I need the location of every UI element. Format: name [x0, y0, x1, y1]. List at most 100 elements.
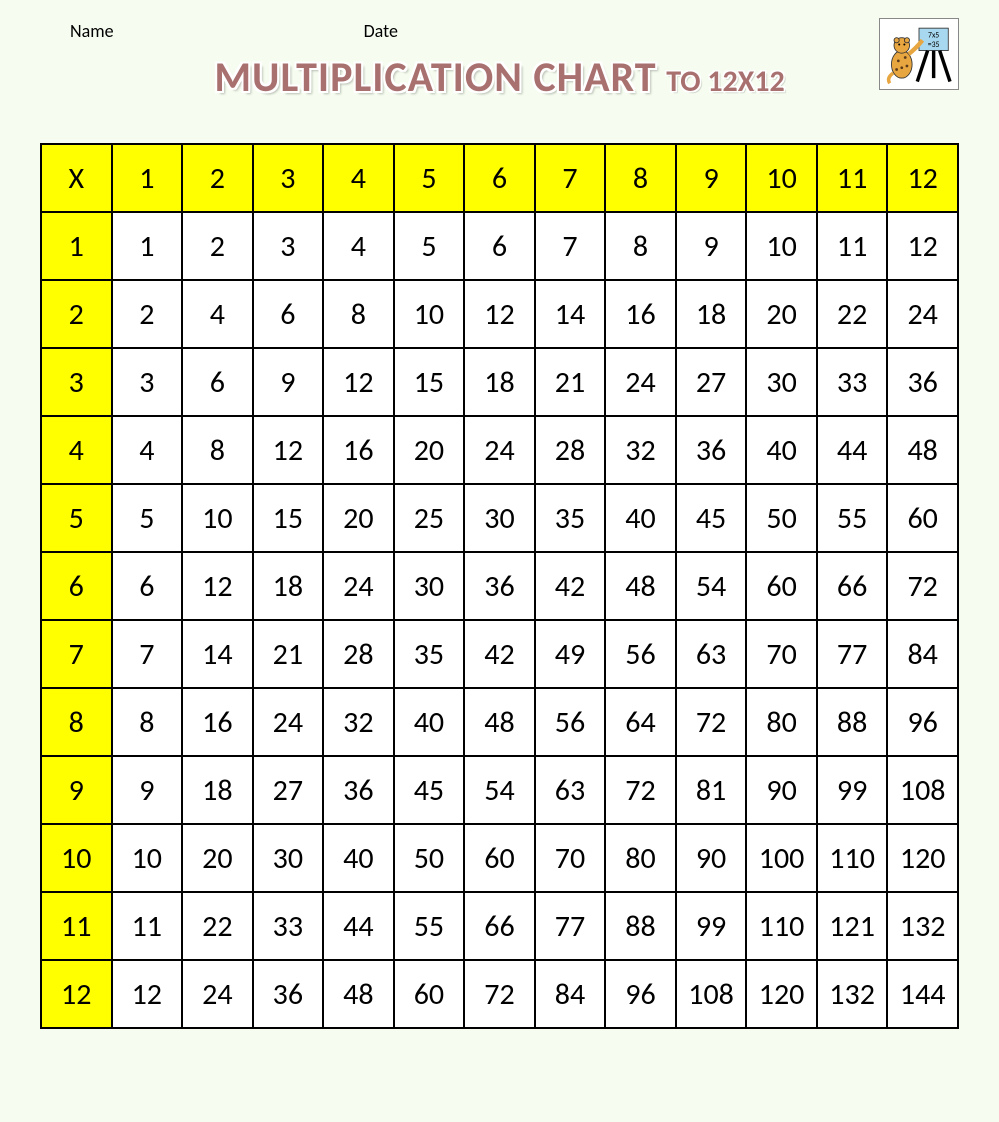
table-cell: 84 — [887, 620, 958, 688]
table-cell: 90 — [676, 824, 747, 892]
table-cell: 18 — [253, 552, 324, 620]
table-cell: 35 — [394, 620, 465, 688]
table-cell: 8 — [182, 416, 253, 484]
table-cell: 16 — [182, 688, 253, 756]
table-cell: 7 — [112, 620, 183, 688]
worksheet-page: Name Date 7x5 =35 — [0, 0, 999, 1069]
table-cell: 25 — [394, 484, 465, 552]
table-cell: 3 — [253, 212, 324, 280]
table-cell: 36 — [253, 960, 324, 1028]
table-cell: 88 — [817, 688, 888, 756]
table-cell: 70 — [535, 824, 606, 892]
table-cell: 96 — [887, 688, 958, 756]
row-header: 6 — [41, 552, 112, 620]
table-cell: 9 — [112, 756, 183, 824]
table-cell: 72 — [605, 756, 676, 824]
table-cell: 12 — [112, 960, 183, 1028]
table-cell: 8 — [605, 212, 676, 280]
table-cell: 12 — [464, 280, 535, 348]
table-cell: 20 — [394, 416, 465, 484]
table-cell: 100 — [746, 824, 817, 892]
date-label: Date — [364, 20, 398, 42]
col-header: 1 — [112, 144, 183, 212]
table-cell: 77 — [535, 892, 606, 960]
table-cell: 60 — [394, 960, 465, 1028]
col-header: 9 — [676, 144, 747, 212]
table-cell: 27 — [253, 756, 324, 824]
table-cell: 24 — [605, 348, 676, 416]
table-corner-cell: X — [41, 144, 112, 212]
table-cell: 64 — [605, 688, 676, 756]
row-header: 5 — [41, 484, 112, 552]
title-main-text: MULTIPLICATION CHART — [214, 52, 656, 103]
table-cell: 132 — [887, 892, 958, 960]
table-cell: 33 — [253, 892, 324, 960]
table-cell: 48 — [323, 960, 394, 1028]
table-cell: 2 — [182, 212, 253, 280]
table-cell: 12 — [182, 552, 253, 620]
table-cell: 44 — [817, 416, 888, 484]
row-header: 12 — [41, 960, 112, 1028]
name-label: Name — [70, 20, 114, 42]
table-cell: 4 — [182, 280, 253, 348]
table-cell: 42 — [535, 552, 606, 620]
table-cell: 10 — [112, 824, 183, 892]
table-cell: 88 — [605, 892, 676, 960]
table-cell: 16 — [605, 280, 676, 348]
table-cell: 7 — [535, 212, 606, 280]
table-cell: 30 — [253, 824, 324, 892]
table-cell: 28 — [535, 416, 606, 484]
table-cell: 72 — [464, 960, 535, 1028]
table-cell: 20 — [323, 484, 394, 552]
table-cell: 16 — [323, 416, 394, 484]
table-cell: 6 — [182, 348, 253, 416]
table-cell: 24 — [182, 960, 253, 1028]
table-cell: 14 — [535, 280, 606, 348]
table-cell: 15 — [394, 348, 465, 416]
table-cell: 1 — [112, 212, 183, 280]
table-cell: 11 — [817, 212, 888, 280]
table-cell: 48 — [887, 416, 958, 484]
table-cell: 40 — [605, 484, 676, 552]
table-cell: 40 — [746, 416, 817, 484]
table-cell: 36 — [887, 348, 958, 416]
row-header: 1 — [41, 212, 112, 280]
table-cell: 5 — [112, 484, 183, 552]
table-cell: 24 — [887, 280, 958, 348]
col-header: 7 — [535, 144, 606, 212]
table-cell: 54 — [464, 756, 535, 824]
col-header: 5 — [394, 144, 465, 212]
table-cell: 44 — [323, 892, 394, 960]
table-cell: 21 — [535, 348, 606, 416]
table-cell: 6 — [464, 212, 535, 280]
table-cell: 55 — [394, 892, 465, 960]
title-sub-text: TO 12X12 — [666, 63, 784, 100]
table-cell: 121 — [817, 892, 888, 960]
table-cell: 72 — [887, 552, 958, 620]
table-cell: 30 — [394, 552, 465, 620]
col-header: 6 — [464, 144, 535, 212]
col-header: 8 — [605, 144, 676, 212]
table-cell: 60 — [746, 552, 817, 620]
table-cell: 27 — [676, 348, 747, 416]
row-header: 3 — [41, 348, 112, 416]
table-cell: 4 — [112, 416, 183, 484]
table-cell: 35 — [535, 484, 606, 552]
table-cell: 45 — [394, 756, 465, 824]
table-cell: 48 — [605, 552, 676, 620]
table-cell: 24 — [464, 416, 535, 484]
table-cell: 11 — [112, 892, 183, 960]
table-cell: 9 — [676, 212, 747, 280]
table-cell: 50 — [394, 824, 465, 892]
table-cell: 80 — [746, 688, 817, 756]
table-cell: 45 — [676, 484, 747, 552]
table-cell: 32 — [605, 416, 676, 484]
table-cell: 132 — [817, 960, 888, 1028]
col-header: 11 — [817, 144, 888, 212]
table-cell: 6 — [253, 280, 324, 348]
table-cell: 77 — [817, 620, 888, 688]
table-cell: 84 — [535, 960, 606, 1028]
logo-board-line1: 7x5 — [928, 32, 939, 41]
table-cell: 96 — [605, 960, 676, 1028]
table-cell: 22 — [817, 280, 888, 348]
